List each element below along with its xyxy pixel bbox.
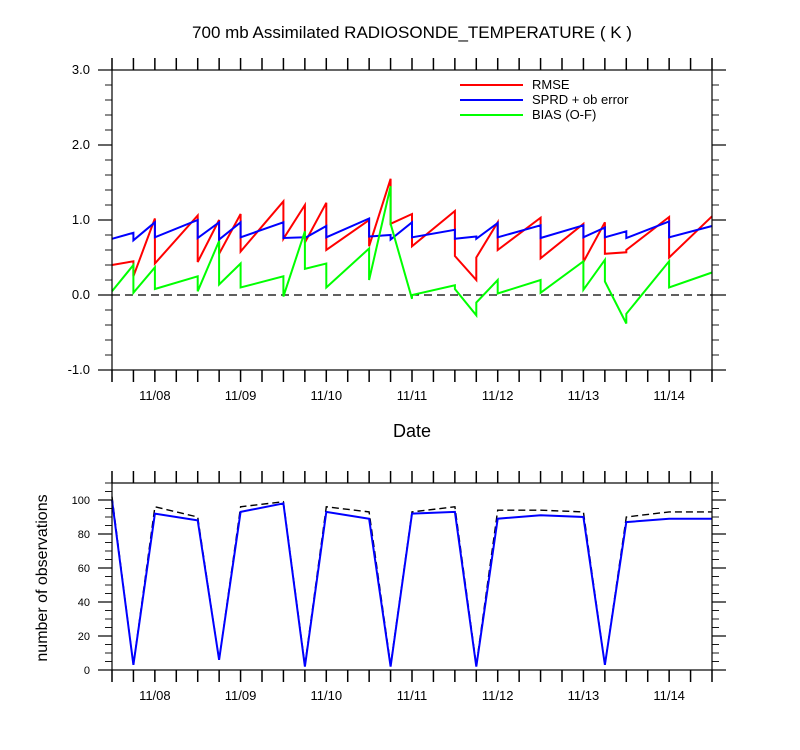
x-tick-label: 11/12 — [482, 388, 514, 403]
y-tick-label: 80 — [78, 529, 90, 541]
y-tick-label: 1.0 — [72, 212, 90, 227]
legend-label-sprd-ob-error: SPRD + ob error — [532, 92, 629, 107]
x-tick-label: 11/14 — [653, 388, 685, 403]
y-tick-label: -1.0 — [68, 362, 90, 377]
series-line-obs-1 — [111, 499, 712, 667]
y-tick-label: 40 — [78, 597, 90, 609]
series-line-bias-o-f — [111, 186, 713, 324]
x-tick-label: 11/09 — [225, 388, 257, 403]
y-tick-label: 2.0 — [72, 137, 90, 152]
bottom-chart: 11/08 11/09 11/10 11/11 11/12 11/13 11/14 0 20 40… — [72, 471, 726, 703]
x-tick-label: 11/11 — [397, 688, 428, 703]
x-tick-label: 11/11 — [397, 388, 428, 403]
y-tick-label: 100 — [72, 495, 90, 507]
plot-frame — [111, 482, 713, 671]
legend-label-bias-o-f: BIAS (O-F) — [532, 107, 596, 122]
x-tick-label: 11/08 — [139, 688, 171, 703]
x-tick-label: 11/14 — [653, 688, 685, 703]
chart-title: 700 mb Assimilated RADIOSONDE_TEMPERATUR… — [192, 23, 632, 42]
y-tick-label: 0 — [84, 665, 90, 677]
x-axis-label: Date — [393, 421, 431, 441]
y-tick-label: 20 — [78, 631, 90, 643]
top-chart: 11/08 11/09 11/10 11/11 11/12 11/13 11/14 -1.0 0… — [68, 58, 726, 403]
x-tick-label: 11/13 — [568, 388, 600, 403]
x-tick-label: 11/10 — [310, 388, 342, 403]
y-tick-label: 3.0 — [72, 62, 90, 77]
x-tick-label: 11/12 — [482, 688, 514, 703]
y-axis-label-observations: number of observations — [34, 494, 51, 661]
y-tick-label: 0.0 — [72, 287, 90, 302]
legend-label-rmse: RMSE — [532, 77, 570, 92]
series-line-obs-0 — [111, 496, 712, 666]
x-tick-label: 11/10 — [310, 688, 342, 703]
x-tick-label: 11/13 — [568, 688, 600, 703]
x-tick-label: 11/08 — [139, 388, 171, 403]
x-tick-label: 11/09 — [225, 688, 257, 703]
y-tick-label: 60 — [78, 563, 90, 575]
series-line-sprd-ob-error — [111, 216, 713, 243]
